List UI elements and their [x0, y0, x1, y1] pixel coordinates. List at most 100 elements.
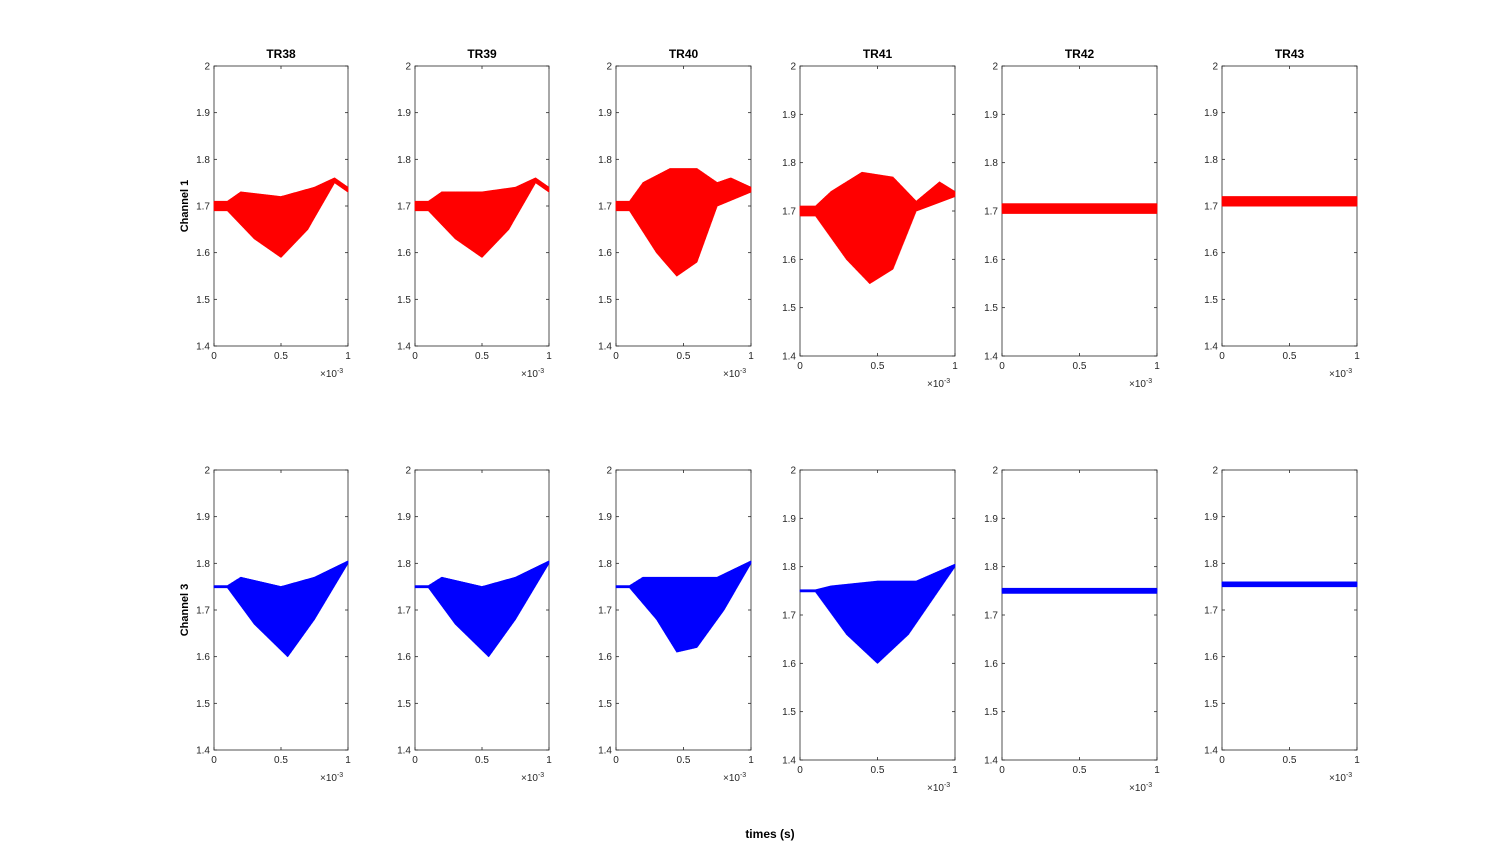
x-tick-label: 1	[748, 755, 754, 766]
y-tick-label: 1.6	[598, 652, 612, 663]
panel-4: 1.4 1.5 1.6 1.7 1.8 1.9 2 0 0.5 1×10-3 TR41	[782, 47, 958, 390]
y-tick-label: 1.4	[196, 342, 210, 353]
y-tick-label: 1.8	[1204, 559, 1218, 570]
y-tick-label: 1.7	[984, 207, 998, 218]
signal-trace	[414, 177, 550, 258]
y-tick-label: 1.9	[1204, 512, 1218, 523]
y-tick-label: 1.5	[1204, 699, 1218, 710]
signal-trace	[799, 171, 956, 284]
y-tick-label: 1.8	[598, 155, 612, 166]
panel-10: 1.4 1.5 1.6 1.7 1.8 1.9 2 0 0.5 1×10-3	[782, 466, 958, 795]
x-exponent-label: ×10-3	[521, 368, 544, 380]
x-tick-label: 0	[412, 755, 418, 766]
y-tick-label: 1.9	[782, 514, 796, 525]
y-tick-label: 1.5	[196, 295, 210, 306]
x-exponent-label: ×10-3	[1129, 782, 1152, 794]
x-exponent-power: -3	[538, 368, 544, 375]
y-tick-label: 1.6	[782, 659, 796, 670]
axes-box	[1001, 469, 1158, 761]
y-tick-label: 1.5	[984, 707, 998, 718]
y-tick-label: 1.7	[196, 606, 210, 617]
y-tick-label: 1.5	[397, 295, 411, 306]
y-tick-label: 1.6	[598, 248, 612, 259]
x-tick-label: 1	[748, 351, 754, 362]
panel-2: 1.4 1.5 1.6 1.7 1.8 1.9 2 0 0.5 1×10-3 TR39	[397, 47, 552, 380]
y-tick-label: 1.8	[196, 155, 210, 166]
x-tick-label: 0.5	[1073, 765, 1087, 776]
y-tick-label: 1.6	[984, 659, 998, 670]
y-tick-label: 2	[204, 62, 210, 73]
panel-title: TR40	[669, 47, 699, 61]
y-tick-label: 1.7	[782, 207, 796, 218]
x-exponent-label: ×10-3	[1329, 772, 1352, 784]
panel-6: 1.4 1.5 1.6 1.7 1.8 1.9 2 0 0.5 1×10-3 TR43	[1204, 47, 1360, 380]
y-tick-label: 2	[606, 466, 612, 477]
y-tick-label: 1.9	[397, 512, 411, 523]
y-tick-label: 1.9	[196, 512, 210, 523]
x-tick-label: 0.5	[871, 361, 885, 372]
y-tick-label: 1.7	[1204, 606, 1218, 617]
x-tick-label: 0.5	[677, 755, 691, 766]
panel-title: TR38	[266, 47, 296, 61]
x-exponent-label: ×10-3	[723, 772, 746, 784]
x-tick-label: 0	[797, 361, 803, 372]
y-tick-label: 1.8	[196, 559, 210, 570]
x-tick-label: 1	[345, 755, 351, 766]
y-tick-label: 1.4	[598, 342, 612, 353]
y-tick-label: 1.5	[196, 699, 210, 710]
x-tick-label: 0	[797, 765, 803, 776]
x-tick-label: 0.5	[274, 351, 288, 362]
y-tick-label: 2	[1212, 62, 1218, 73]
x-tick-label: 0	[613, 351, 619, 362]
x-tick-label: 0.5	[871, 765, 885, 776]
panel-3: 1.4 1.5 1.6 1.7 1.8 1.9 2 0 0.5 1×10-3 TR40	[598, 47, 754, 380]
y-tick-label: 2	[992, 466, 998, 477]
y-tick-label: 2	[405, 466, 411, 477]
y-tick-label: 1.6	[397, 248, 411, 259]
y-tick-label: 1.7	[1204, 202, 1218, 213]
y-tick-label: 1.7	[782, 611, 796, 622]
y-tick-label: 1.8	[984, 158, 998, 169]
y-tick-label: 1.4	[196, 746, 210, 757]
x-tick-label: 0.5	[274, 755, 288, 766]
x-tick-label: 1	[1354, 351, 1360, 362]
y-tick-label: 1.7	[598, 606, 612, 617]
panel-title: TR41	[863, 47, 893, 61]
x-exponent-label: ×10-3	[320, 772, 343, 784]
x-tick-label: 1	[952, 765, 958, 776]
y-tick-label: 1.6	[397, 652, 411, 663]
y-tick-label: 1.9	[196, 108, 210, 119]
x-exponent-label: ×10-3	[927, 378, 950, 390]
y-tick-label: 1.4	[782, 352, 796, 363]
x-tick-label: 0	[999, 765, 1005, 776]
x-exponent-power: -3	[944, 378, 950, 385]
x-exponent-power: -3	[1346, 368, 1352, 375]
x-tick-label: 0	[211, 755, 217, 766]
y-tick-label: 2	[992, 62, 998, 73]
y-tick-label: 1.5	[782, 707, 796, 718]
x-exponent-label: ×10-3	[521, 772, 544, 784]
y-tick-label: 1.8	[1204, 155, 1218, 166]
y-tick-label: 1.8	[397, 155, 411, 166]
signal-trace	[1001, 587, 1158, 594]
y-tick-label: 1.6	[196, 248, 210, 259]
y-tick-label: 1.4	[984, 352, 998, 363]
signal-trace	[1221, 581, 1358, 588]
y-tick-label: 1.6	[1204, 248, 1218, 259]
signal-trace	[1001, 203, 1158, 214]
x-tick-label: 0.5	[475, 351, 489, 362]
y-tick-label: 1.6	[984, 255, 998, 266]
x-exponent-power: -3	[944, 782, 950, 789]
y-tick-label: 1.9	[598, 512, 612, 523]
y-tick-label: 1.9	[598, 108, 612, 119]
x-tick-label: 1	[952, 361, 958, 372]
signal-trace	[1221, 196, 1358, 207]
panel-title: TR39	[467, 47, 497, 61]
panel-title: TR43	[1275, 47, 1305, 61]
x-tick-label: 0	[999, 361, 1005, 372]
x-exponent-label: ×10-3	[1329, 368, 1352, 380]
y-tick-label: 1.5	[1204, 295, 1218, 306]
signal-trace	[615, 560, 752, 653]
signal-trace	[414, 560, 550, 658]
